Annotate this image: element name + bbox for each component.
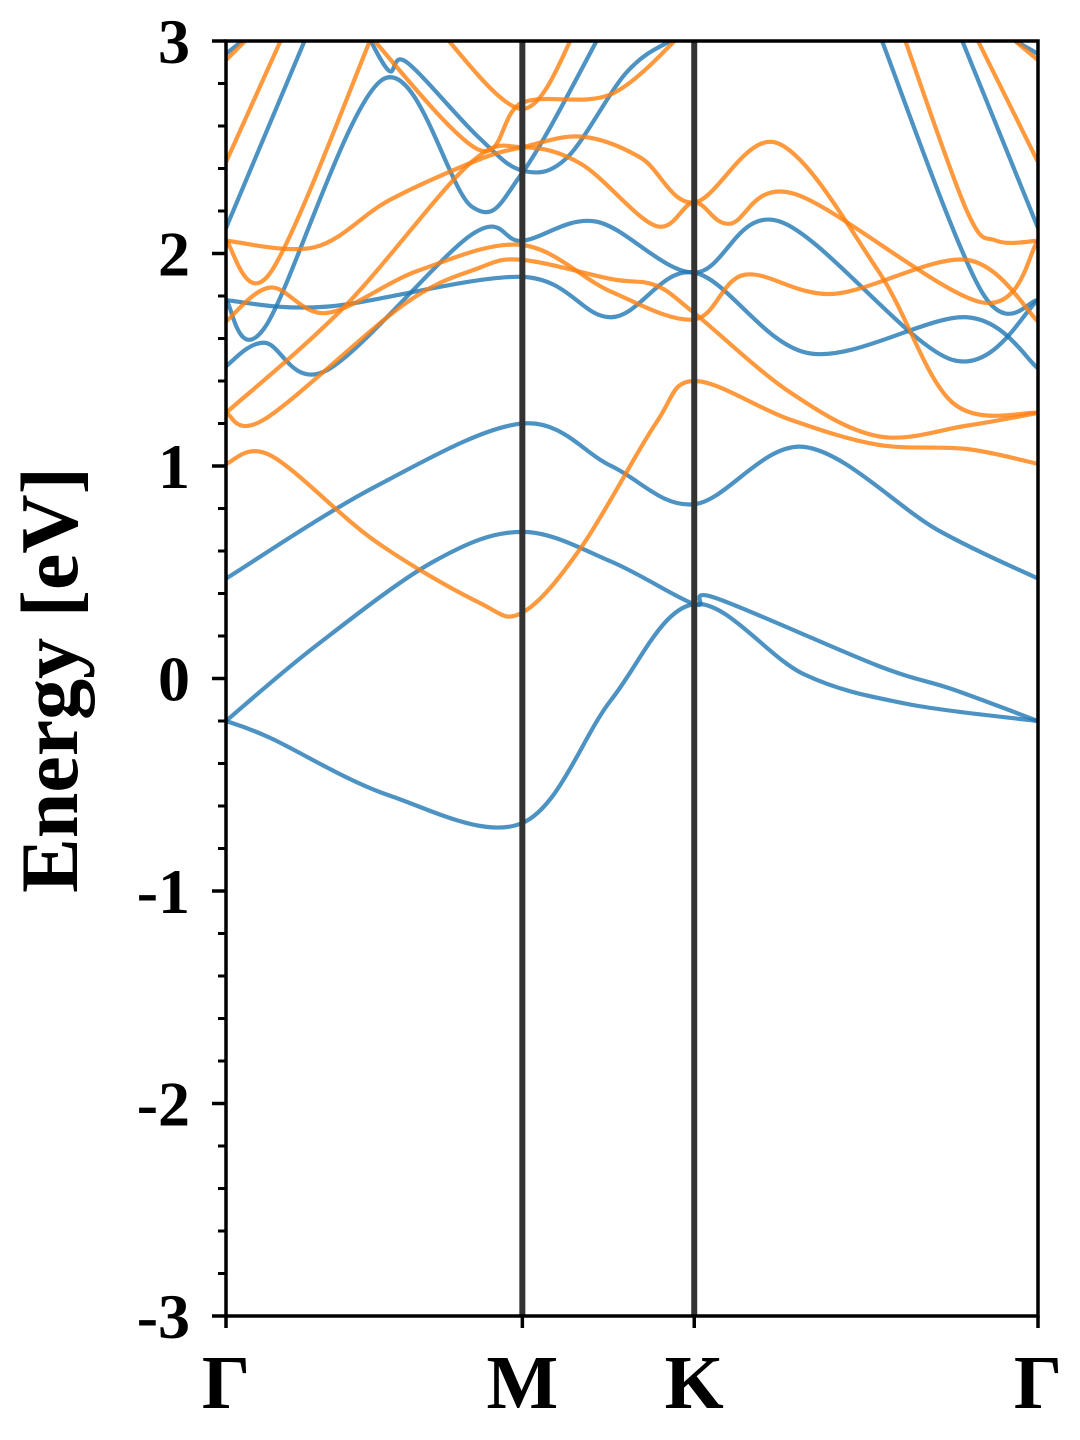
spin2-band-1 [226, 257, 1038, 440]
spin2-band-12 [1011, 41, 1038, 62]
spin2-band-4 [226, 134, 1038, 418]
y-axis: 3 2 1 0 -1 -2 -3 [137, 6, 226, 1352]
x-tick-label-Γ: Γ [202, 1341, 250, 1425]
y-tick-label: -2 [137, 1069, 190, 1140]
spin1-band-1 [226, 529, 1038, 723]
spin2-band-3 [226, 143, 1038, 415]
y-axis-label: Energy [eV] [4, 467, 95, 893]
y-tick-label: 2 [158, 219, 190, 290]
spin1-band-9 [879, 41, 1038, 316]
y-tick-label: -3 [137, 1281, 190, 1352]
spin1-band-10 [960, 41, 1038, 229]
bands [226, 41, 1038, 830]
spin2-band-11 [975, 41, 1038, 164]
x-tick-label-M: M [486, 1341, 558, 1425]
high-symmetry-lines [519, 41, 698, 1316]
spin2-band-2 [226, 242, 1038, 324]
spin1-band-5 [226, 41, 599, 342]
spin2-band-10 [903, 41, 1038, 246]
spin1-band-3 [226, 217, 1038, 377]
spin2-band-5 [226, 41, 373, 286]
spin1-band-2 [226, 421, 1038, 581]
spin1-band-7 [226, 41, 307, 229]
x-tick-label-K: K [665, 1341, 724, 1425]
spin2-band-8 [226, 41, 283, 163]
y-tick-label: 1 [158, 431, 190, 502]
y-tick-label: 3 [158, 6, 190, 77]
x-tick-label-Γ: Γ [1014, 1341, 1062, 1425]
y-tick-label: -1 [137, 856, 190, 927]
spin1-band-0 [226, 602, 1038, 830]
spin2-band-0 [226, 378, 1038, 619]
spin2-band-9 [226, 41, 249, 62]
y-tick-label: 0 [158, 644, 190, 715]
